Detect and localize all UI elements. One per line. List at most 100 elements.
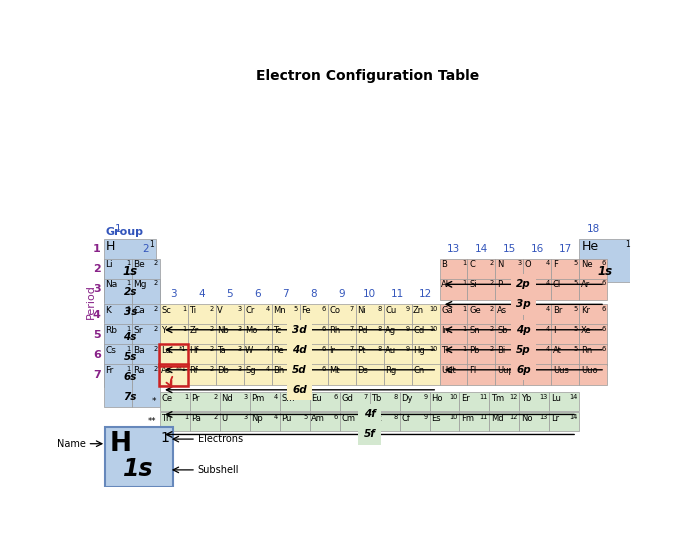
Text: B: B: [441, 260, 447, 270]
Bar: [300, 324, 328, 345]
Bar: [552, 364, 580, 385]
Bar: [279, 412, 309, 430]
Text: 3d: 3d: [293, 325, 307, 335]
Text: 4: 4: [274, 394, 278, 400]
Text: 2: 2: [490, 346, 494, 352]
Text: Rb: Rb: [105, 326, 118, 335]
Text: Cd: Cd: [413, 326, 424, 335]
Text: Os: Os: [301, 346, 312, 355]
Text: 6: 6: [322, 346, 326, 352]
Bar: [384, 345, 412, 365]
Text: 6: 6: [601, 260, 606, 266]
Bar: [188, 345, 216, 365]
Text: Sb: Sb: [497, 326, 508, 335]
Text: 1: 1: [126, 281, 130, 287]
Text: 5: 5: [294, 326, 298, 332]
Bar: [132, 345, 160, 387]
Bar: [159, 344, 188, 366]
Bar: [216, 304, 244, 325]
Text: Au: Au: [385, 346, 396, 355]
Text: 1: 1: [126, 326, 130, 332]
Text: 8: 8: [378, 326, 382, 332]
Text: 6: 6: [93, 350, 101, 360]
Text: Period: Period: [85, 284, 96, 319]
Text: N: N: [497, 260, 503, 270]
Text: Sm: Sm: [281, 394, 295, 403]
Bar: [412, 364, 440, 385]
Text: He: He: [582, 241, 598, 253]
Text: Ru: Ru: [301, 326, 312, 335]
Text: Dy: Dy: [401, 394, 412, 403]
Bar: [104, 364, 132, 407]
Bar: [580, 259, 608, 280]
Text: 9: 9: [406, 326, 410, 332]
Text: 2: 2: [490, 306, 494, 312]
Bar: [160, 364, 188, 385]
Text: 4: 4: [266, 306, 270, 312]
Text: 2: 2: [154, 260, 158, 266]
Text: 2: 2: [154, 326, 158, 332]
Text: Nb: Nb: [217, 326, 229, 335]
Bar: [384, 364, 412, 385]
Text: Electrons: Electrons: [197, 434, 243, 444]
Text: 5: 5: [573, 306, 578, 312]
Text: 12: 12: [419, 289, 432, 299]
Text: Md: Md: [491, 414, 503, 423]
Text: Ds: Ds: [357, 366, 368, 375]
Bar: [328, 345, 356, 365]
Text: 4: 4: [198, 289, 205, 299]
Text: 11: 11: [480, 394, 488, 400]
Bar: [524, 259, 552, 280]
Bar: [524, 324, 552, 345]
Bar: [440, 324, 468, 345]
Bar: [496, 324, 524, 345]
Bar: [580, 279, 608, 300]
Bar: [580, 364, 608, 385]
Bar: [132, 324, 160, 367]
Bar: [468, 304, 496, 325]
Text: Mg: Mg: [133, 281, 147, 289]
Text: 3: 3: [518, 326, 522, 332]
Text: 11: 11: [391, 289, 404, 299]
Bar: [370, 412, 400, 430]
Text: Fm: Fm: [461, 414, 474, 423]
Text: 4: 4: [266, 326, 270, 332]
Text: 7: 7: [364, 394, 368, 400]
Text: Rh: Rh: [329, 326, 340, 335]
Bar: [580, 239, 631, 282]
Text: 1: 1: [126, 346, 130, 352]
Text: 13: 13: [540, 394, 548, 400]
Text: Re: Re: [273, 346, 284, 355]
Text: 6: 6: [601, 326, 606, 332]
Bar: [370, 392, 400, 411]
Text: 5: 5: [226, 289, 233, 299]
Text: 6: 6: [334, 414, 338, 420]
Bar: [468, 364, 496, 385]
Text: Cr: Cr: [245, 306, 255, 315]
Text: Gd: Gd: [341, 394, 353, 403]
Text: Pa: Pa: [191, 414, 201, 423]
Text: W: W: [245, 346, 253, 355]
Text: Sc: Sc: [161, 306, 172, 315]
Bar: [188, 324, 216, 345]
Text: 6d: 6d: [293, 385, 307, 395]
Bar: [468, 259, 496, 280]
Text: Cl: Cl: [553, 281, 561, 289]
Text: 3: 3: [238, 326, 242, 332]
Text: 4: 4: [545, 326, 550, 332]
Bar: [412, 304, 440, 325]
Bar: [300, 345, 328, 365]
Text: 5: 5: [573, 326, 578, 332]
Text: 1: 1: [126, 366, 130, 372]
Text: Ag: Ag: [385, 326, 396, 335]
Text: 4: 4: [93, 310, 101, 320]
Bar: [459, 412, 489, 430]
Text: Mn: Mn: [273, 306, 286, 315]
Text: Hs: Hs: [301, 366, 312, 375]
Bar: [384, 304, 412, 325]
Text: Eu: Eu: [312, 394, 322, 403]
Text: 7s: 7s: [123, 392, 137, 403]
Text: Na: Na: [105, 281, 118, 289]
Text: 3: 3: [518, 260, 522, 266]
Bar: [459, 392, 489, 411]
